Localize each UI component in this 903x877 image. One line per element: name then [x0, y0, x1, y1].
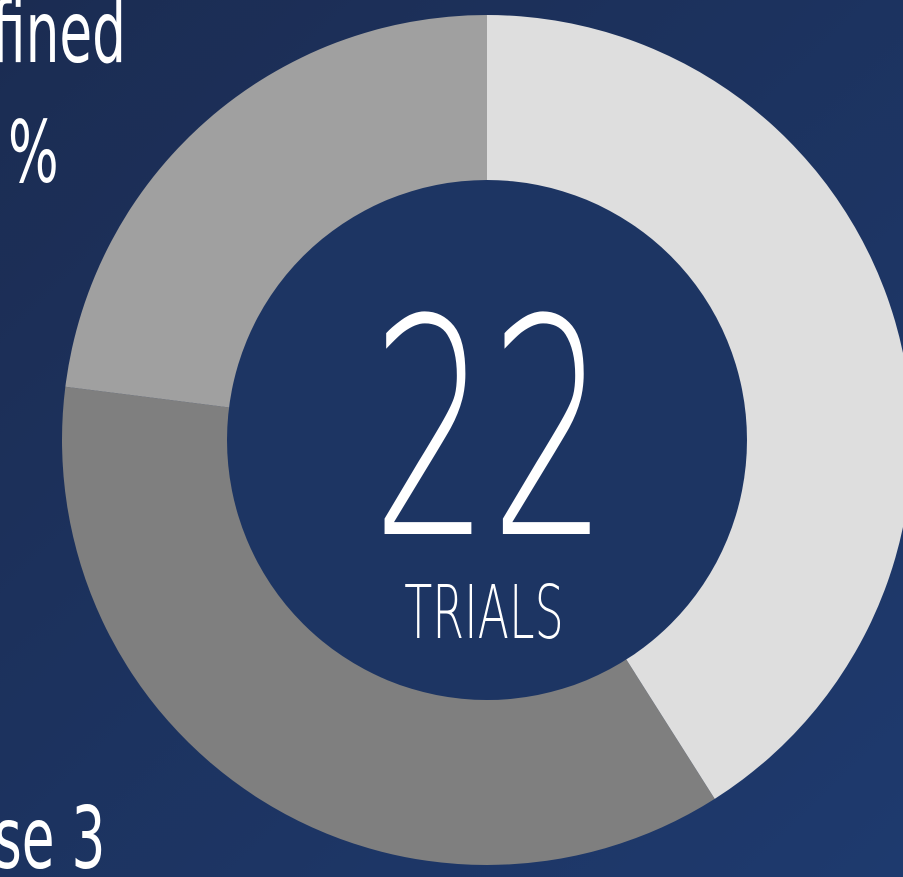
- annotation: se 3: [0, 789, 105, 877]
- annotation: fined: [0, 0, 126, 82]
- donut-hole: [227, 180, 747, 700]
- center-value: 22: [372, 255, 609, 605]
- center-label: TRIALS: [404, 569, 563, 656]
- annotation: %: [8, 103, 59, 203]
